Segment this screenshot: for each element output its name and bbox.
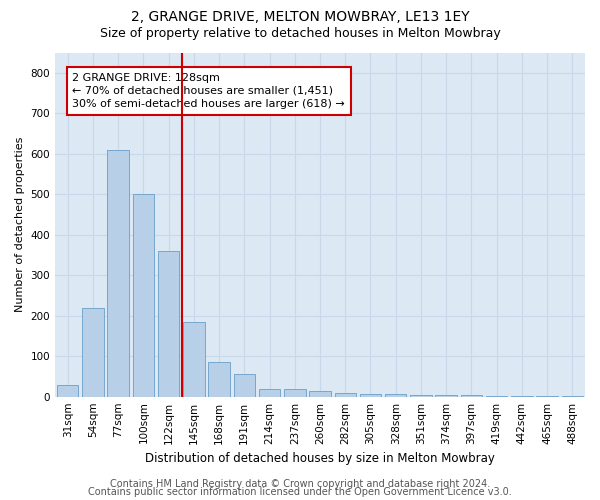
Y-axis label: Number of detached properties: Number of detached properties — [15, 137, 25, 312]
X-axis label: Distribution of detached houses by size in Melton Mowbray: Distribution of detached houses by size … — [145, 452, 495, 465]
Bar — [107, 150, 129, 396]
Bar — [259, 388, 280, 396]
Bar — [284, 390, 305, 396]
Bar — [461, 394, 482, 396]
Bar — [360, 394, 381, 396]
Bar — [233, 374, 255, 396]
Bar — [436, 394, 457, 396]
Bar — [57, 384, 79, 396]
Bar — [385, 394, 406, 396]
Bar — [82, 308, 104, 396]
Bar — [335, 394, 356, 396]
Text: Size of property relative to detached houses in Melton Mowbray: Size of property relative to detached ho… — [100, 28, 500, 40]
Bar — [183, 322, 205, 396]
Bar — [208, 362, 230, 396]
Text: 2, GRANGE DRIVE, MELTON MOWBRAY, LE13 1EY: 2, GRANGE DRIVE, MELTON MOWBRAY, LE13 1E… — [131, 10, 469, 24]
Bar — [158, 251, 179, 396]
Bar — [309, 391, 331, 396]
Bar — [133, 194, 154, 396]
Text: Contains HM Land Registry data © Crown copyright and database right 2024.: Contains HM Land Registry data © Crown c… — [110, 479, 490, 489]
Text: Contains public sector information licensed under the Open Government Licence v3: Contains public sector information licen… — [88, 487, 512, 497]
Text: 2 GRANGE DRIVE: 128sqm
← 70% of detached houses are smaller (1,451)
30% of semi-: 2 GRANGE DRIVE: 128sqm ← 70% of detached… — [72, 72, 345, 109]
Bar — [410, 394, 431, 396]
